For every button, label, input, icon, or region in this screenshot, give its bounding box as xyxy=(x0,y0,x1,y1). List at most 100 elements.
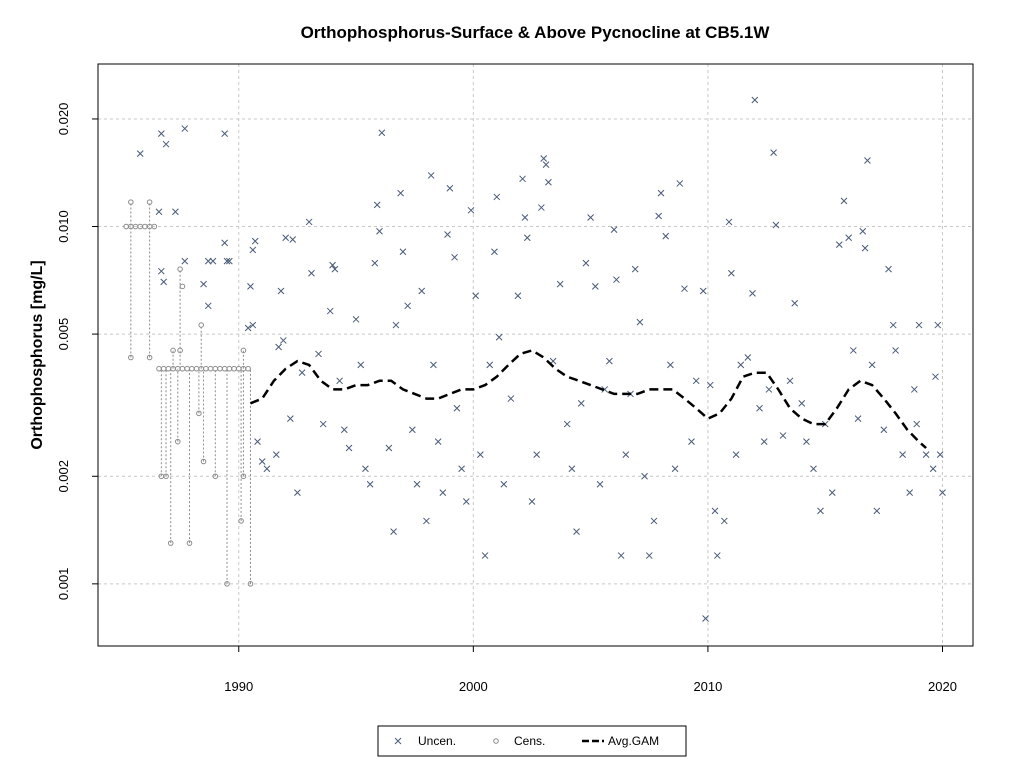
uncensored-point xyxy=(732,451,740,458)
censored-point xyxy=(186,540,193,546)
uncensored-point xyxy=(453,404,461,412)
uncensored-point xyxy=(521,214,529,221)
x-tick-label: 2020 xyxy=(928,679,957,694)
uncensored-point xyxy=(319,420,327,428)
uncensored-point xyxy=(631,265,639,273)
uncensored-point xyxy=(779,432,787,439)
uncensored-point xyxy=(641,472,648,480)
uncensored-point xyxy=(711,507,719,515)
uncensored-point xyxy=(404,302,412,310)
uncensored-point xyxy=(803,438,810,446)
gam-line xyxy=(250,349,927,449)
uncensored-point xyxy=(221,130,229,137)
uncensored-point xyxy=(868,361,876,369)
legend-label: Avg.GAM xyxy=(608,734,659,748)
legend-uncensored-marker xyxy=(394,737,402,745)
legend: Uncen. Cens. Avg.GAM xyxy=(377,725,687,757)
uncensored-point xyxy=(434,438,442,446)
uncensored-point xyxy=(596,480,604,488)
uncensored-point xyxy=(533,451,541,458)
uncensored-point xyxy=(249,321,257,329)
uncensored-point xyxy=(399,248,407,256)
uncensored-point xyxy=(523,234,531,242)
uncensored-point xyxy=(446,184,454,192)
uncensored-point xyxy=(462,498,470,505)
uncensored-point xyxy=(481,552,489,559)
uncensored-point xyxy=(162,140,170,148)
uncensored-point xyxy=(702,615,709,622)
censored-point xyxy=(196,410,202,417)
uncensored-point xyxy=(390,528,397,535)
uncensored-point xyxy=(136,150,144,157)
uncensored-point xyxy=(444,231,451,238)
uncensored-point xyxy=(906,489,914,496)
uncensored-point xyxy=(577,399,585,407)
uncensored-point xyxy=(223,257,231,265)
uncensored-point xyxy=(587,214,594,221)
uncensored-point xyxy=(519,175,526,183)
uncensored-point xyxy=(540,155,548,162)
chart-title: Orthophosphorus-Surface & Above Pycnocli… xyxy=(301,23,771,42)
uncensored-point xyxy=(828,489,836,496)
uncensored-point xyxy=(221,239,229,247)
uncensored-point xyxy=(915,321,923,329)
censored-bounds xyxy=(130,202,251,584)
uncensored-point xyxy=(850,347,857,354)
uncensored-point xyxy=(756,404,763,412)
uncensored-point xyxy=(263,465,271,473)
uncensored-point xyxy=(880,426,888,434)
uncensored-point xyxy=(275,343,282,351)
uncensored-point xyxy=(507,395,515,402)
uncensored-point xyxy=(662,232,670,240)
uncensored-point xyxy=(728,269,735,277)
censored-point xyxy=(200,458,207,465)
uncensored-point xyxy=(573,528,580,535)
uncensored-point xyxy=(336,377,343,385)
uncensored-point xyxy=(486,361,494,369)
uncensored-point xyxy=(681,285,688,293)
uncensored-point xyxy=(613,276,620,284)
uncensored-point xyxy=(408,426,416,434)
uncensored-point xyxy=(744,354,752,361)
uncensored-point xyxy=(226,257,233,265)
y-tick-label: 0.020 xyxy=(56,103,71,136)
uncensored-point xyxy=(706,381,714,389)
uncensored-point xyxy=(601,386,609,393)
uncensored-point xyxy=(725,218,733,226)
y-axis-label: Orthophosphorus [mg/L] xyxy=(29,260,46,449)
y-tick-label: 0.010 xyxy=(56,210,71,243)
uncensored-point xyxy=(542,161,550,168)
uncensored-point xyxy=(249,246,257,254)
uncensored-point xyxy=(765,386,773,393)
uncensored-point xyxy=(606,357,613,365)
uncensored-point xyxy=(279,337,287,344)
censored-point xyxy=(146,354,153,361)
uncensored-point xyxy=(885,265,892,273)
censored-point xyxy=(212,473,219,480)
uncensored-point xyxy=(294,489,301,496)
uncensored-point xyxy=(413,480,421,488)
uncensored-point xyxy=(913,420,921,428)
uncensored-point xyxy=(397,189,404,197)
uncensored-point xyxy=(751,96,759,104)
uncensored-point xyxy=(636,318,644,326)
uncensored-point xyxy=(362,465,369,473)
uncensored-point xyxy=(582,259,590,267)
uncensored-point xyxy=(817,507,824,515)
uncensored-point xyxy=(491,248,498,256)
censored-point xyxy=(240,347,247,354)
uncensored-point xyxy=(289,236,297,243)
uncensored-point xyxy=(244,324,252,332)
censored-point xyxy=(240,473,247,480)
uncensored-point xyxy=(840,197,848,205)
x-axis: 1990 2000 2010 2020 xyxy=(224,646,957,694)
x-tick-label: 2000 xyxy=(459,679,488,694)
uncensored-point xyxy=(331,265,339,273)
uncensored-point xyxy=(760,438,768,446)
uncensored-point xyxy=(305,218,313,226)
uncensored-point xyxy=(157,130,165,137)
uncensored-point xyxy=(157,267,165,275)
uncensored-point xyxy=(247,283,254,290)
censored-point xyxy=(245,365,251,372)
